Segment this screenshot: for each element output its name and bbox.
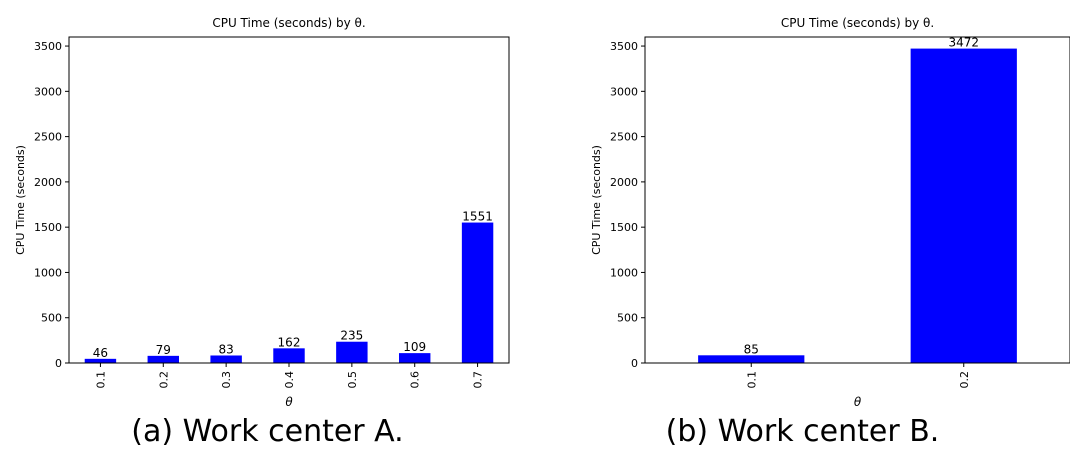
- x-tick-label-0.4: 0.4: [283, 371, 296, 389]
- data-label-0.2: 79: [156, 343, 171, 357]
- y-tick-label-1500: 1500: [610, 221, 638, 234]
- y-tick-label-1000: 1000: [610, 266, 638, 279]
- data-label-0.1: 46: [93, 346, 108, 360]
- x-tick-label-0.6: 0.6: [409, 371, 422, 389]
- chart-title: CPU Time (seconds) by θ.: [212, 16, 365, 30]
- bar-0.1: [698, 355, 805, 363]
- bar-0.3: [210, 355, 242, 363]
- x-axis-label: θ: [285, 395, 293, 409]
- y-tick-label-2500: 2500: [34, 131, 62, 144]
- bar-0.2: [910, 48, 1017, 363]
- x-tick-label-0.5: 0.5: [346, 371, 359, 389]
- data-label-0.3: 83: [219, 342, 234, 356]
- data-label-0.7: 1551: [462, 210, 493, 224]
- x-tick-label-0.1: 0.1: [94, 371, 107, 389]
- y-tick-label-1500: 1500: [34, 221, 62, 234]
- y-tick-label-500: 500: [617, 312, 638, 325]
- y-tick-label-1000: 1000: [34, 266, 62, 279]
- caption-work-center-a: (a) Work center A.: [131, 414, 404, 449]
- x-tick-label-0.7: 0.7: [472, 371, 485, 389]
- y-tick-label-0: 0: [631, 357, 638, 370]
- caption-work-center-b: (b) Work center B.: [665, 414, 940, 449]
- chart-work-center-b: 85 0.1 3472 0.2 0 500 1000 1500 2000 2500 3000 3500…: [590, 16, 1070, 409]
- data-label-0.1: 85: [744, 342, 759, 356]
- bar-0.5: [336, 341, 368, 363]
- y-tick-label-3000: 3000: [34, 85, 62, 98]
- bar-0.2: [147, 355, 179, 363]
- x-tick-label-0.2: 0.2: [157, 371, 170, 389]
- y-tick-label-3500: 3500: [610, 40, 638, 53]
- data-label-0.6: 109: [403, 340, 426, 354]
- data-label-0.2: 3472: [948, 36, 979, 50]
- x-axis-label: θ: [854, 395, 862, 409]
- bar-0.7: [461, 222, 494, 363]
- y-tick-label-2500: 2500: [610, 131, 638, 144]
- x-tick-label-0.3: 0.3: [220, 371, 233, 389]
- chart-work-center-a: 46 0.1 79 0.2 83 0.3 162 0.4 235 0.5 109 0.6 1551 0.7…: [14, 16, 510, 409]
- data-label-0.5: 235: [340, 329, 363, 343]
- plot-frame: [644, 36, 1070, 364]
- y-tick-label-0: 0: [55, 357, 62, 370]
- y-axis-label: CPU Time (seconds): [590, 145, 603, 255]
- chart-title: CPU Time (seconds) by θ.: [781, 16, 934, 30]
- x-tick-label-0.1: 0.1: [745, 371, 758, 389]
- y-tick-label-500: 500: [41, 312, 62, 325]
- x-tick-label-0.2: 0.2: [958, 371, 971, 389]
- bar-0.1: [84, 358, 117, 363]
- bar-0.6: [399, 353, 431, 363]
- plot-frame: [68, 36, 510, 364]
- bar-0.4: [273, 348, 305, 363]
- y-axis-label: CPU Time (seconds): [14, 145, 27, 255]
- y-tick-label-3500: 3500: [34, 40, 62, 53]
- y-tick-label-2000: 2000: [610, 176, 638, 189]
- y-tick-label-3000: 3000: [610, 85, 638, 98]
- y-tick-label-2000: 2000: [34, 176, 62, 189]
- data-label-0.4: 162: [278, 335, 301, 349]
